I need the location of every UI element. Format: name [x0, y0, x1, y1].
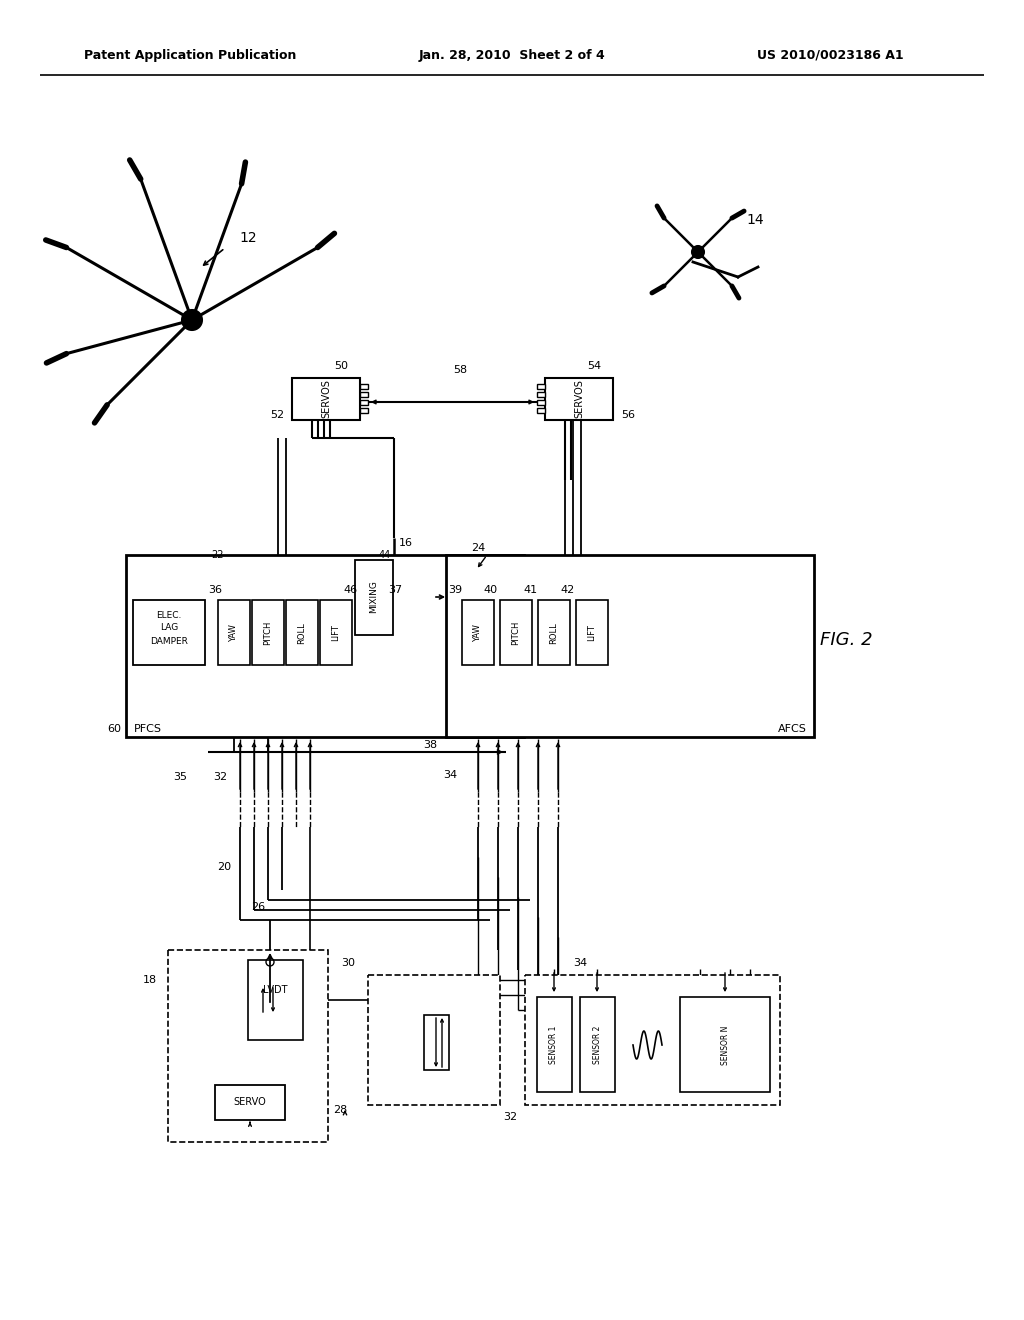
Text: SENSOR N: SENSOR N [721, 1026, 729, 1065]
Text: 41: 41 [523, 585, 537, 595]
Text: LVDT: LVDT [263, 985, 288, 995]
Text: 38: 38 [423, 741, 437, 750]
Text: 50: 50 [334, 360, 348, 371]
Text: 36: 36 [208, 585, 222, 595]
Text: FIG. 2: FIG. 2 [820, 631, 872, 649]
Bar [248, 960, 303, 1040]
Bar [462, 601, 494, 665]
Bar [360, 392, 368, 397]
Text: 16: 16 [399, 539, 413, 548]
Bar [575, 601, 608, 665]
Bar [360, 408, 368, 413]
Text: 34: 34 [443, 770, 457, 780]
Text: 22: 22 [212, 550, 224, 560]
Bar [680, 997, 770, 1092]
Bar [168, 950, 328, 1142]
Text: 12: 12 [240, 231, 257, 246]
Bar [424, 1015, 449, 1071]
Text: 56: 56 [621, 411, 635, 420]
Bar [292, 378, 360, 420]
Text: ROLL: ROLL [298, 622, 306, 644]
Bar [537, 384, 545, 389]
Text: DAMPER: DAMPER [151, 636, 188, 645]
Text: 39: 39 [447, 585, 462, 595]
Bar [360, 400, 368, 405]
Text: 34: 34 [573, 958, 587, 968]
Text: PITCH: PITCH [512, 620, 520, 645]
Text: 46: 46 [343, 585, 357, 595]
Text: US 2010/0023186 A1: US 2010/0023186 A1 [757, 49, 903, 62]
Text: 30: 30 [341, 958, 355, 968]
Text: LIFT: LIFT [588, 624, 597, 642]
Text: 18: 18 [143, 975, 157, 985]
Text: PFCS: PFCS [134, 723, 162, 734]
Text: PITCH: PITCH [263, 620, 272, 645]
Text: 14: 14 [746, 213, 764, 227]
Bar [537, 408, 545, 413]
Bar [126, 554, 524, 737]
Text: ELEC.: ELEC. [157, 610, 181, 619]
Bar [218, 601, 250, 665]
Bar [545, 378, 613, 420]
Text: 32: 32 [503, 1111, 517, 1122]
Text: YAW: YAW [229, 624, 239, 642]
Text: 37: 37 [388, 585, 402, 595]
Bar [286, 601, 318, 665]
Text: LAG: LAG [160, 623, 178, 632]
Text: SENSOR 2: SENSOR 2 [593, 1026, 601, 1064]
Text: 24: 24 [471, 543, 485, 553]
Bar [368, 975, 500, 1105]
Text: SERVO: SERVO [233, 1097, 266, 1107]
Text: 54: 54 [587, 360, 601, 371]
Text: 35: 35 [173, 772, 187, 781]
Circle shape [692, 246, 705, 257]
Text: 28: 28 [333, 1105, 347, 1115]
Text: Patent Application Publication: Patent Application Publication [84, 49, 296, 62]
Text: 40: 40 [483, 585, 497, 595]
Bar [133, 601, 205, 665]
Bar [525, 975, 780, 1105]
Text: SENSOR 1: SENSOR 1 [550, 1026, 558, 1064]
Text: Jan. 28, 2010  Sheet 2 of 4: Jan. 28, 2010 Sheet 2 of 4 [419, 49, 605, 62]
Text: 20: 20 [217, 862, 231, 873]
Bar [252, 601, 284, 665]
Bar [355, 560, 393, 635]
Bar [319, 601, 352, 665]
Circle shape [182, 310, 202, 330]
Text: 60: 60 [106, 723, 121, 734]
Text: 32: 32 [213, 772, 227, 781]
Text: YAW: YAW [473, 624, 482, 642]
Bar [446, 554, 814, 737]
Text: LIFT: LIFT [332, 624, 341, 642]
Bar [537, 400, 545, 405]
Text: 44: 44 [379, 550, 391, 560]
Text: AFCS: AFCS [777, 723, 807, 734]
Text: 58: 58 [453, 366, 467, 375]
Bar [500, 601, 532, 665]
Text: SERVOS: SERVOS [321, 380, 331, 418]
Bar [215, 1085, 285, 1119]
Text: 42: 42 [561, 585, 575, 595]
Text: 26: 26 [251, 902, 265, 912]
Text: SERVOS: SERVOS [574, 380, 584, 418]
Bar [360, 384, 368, 389]
Bar [537, 997, 572, 1092]
Bar [538, 601, 570, 665]
Bar [537, 392, 545, 397]
Text: ROLL: ROLL [550, 622, 558, 644]
Text: 52: 52 [270, 411, 284, 420]
Text: MIXING: MIXING [370, 581, 379, 614]
Bar [580, 997, 615, 1092]
